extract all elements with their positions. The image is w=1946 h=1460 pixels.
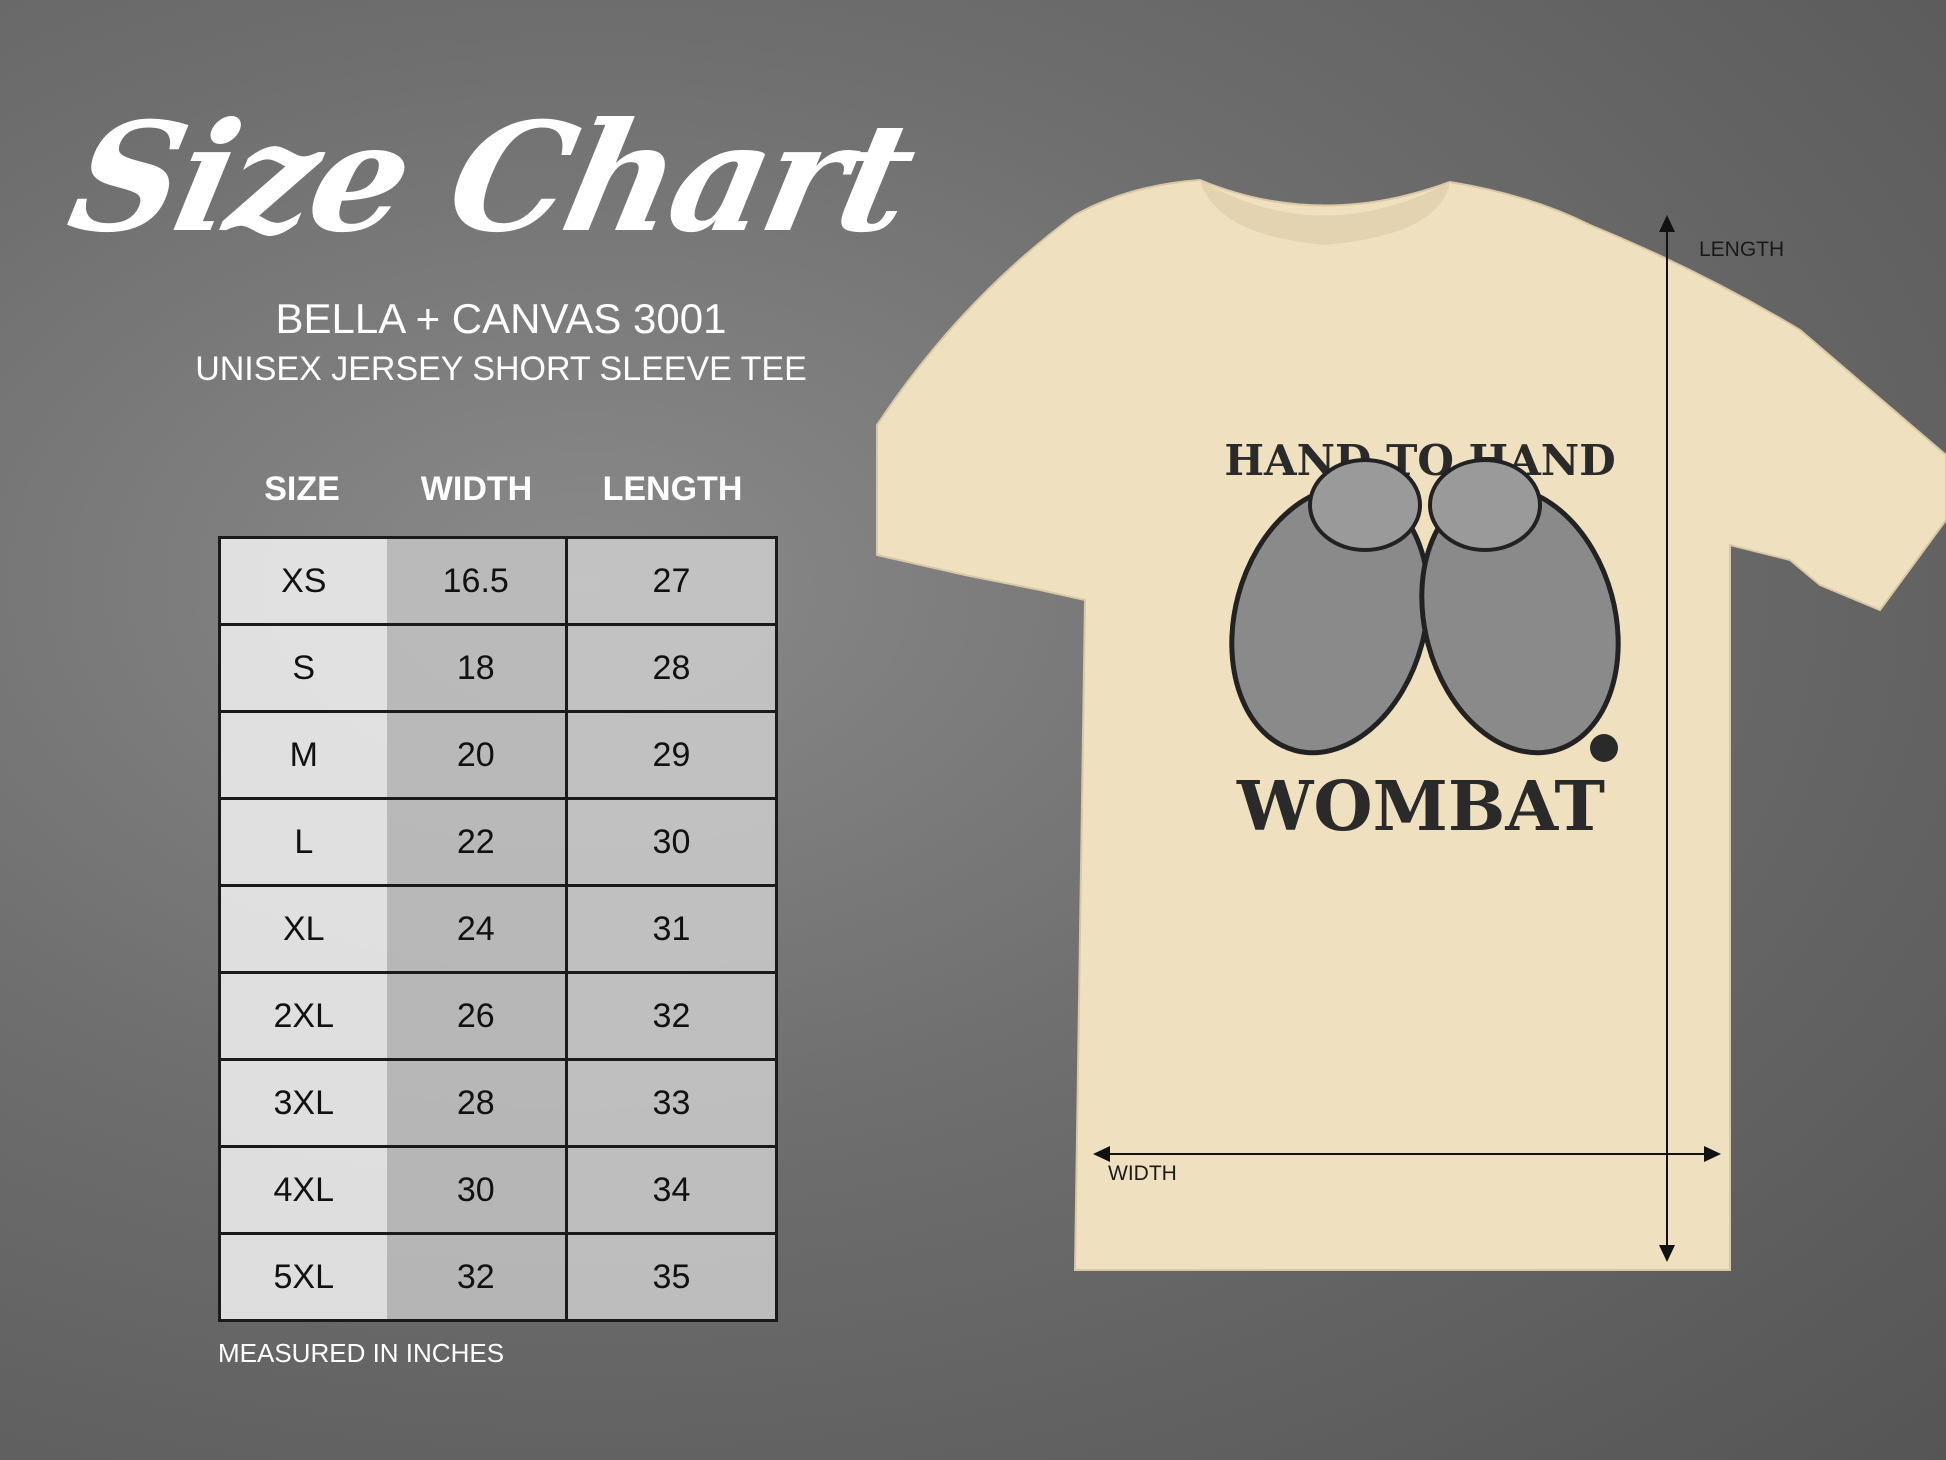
cell-width: 22 [386, 797, 568, 887]
table-row: 2XL 26 32 [217, 971, 779, 1061]
design-top-text: HAND TO HAND [1224, 436, 1615, 485]
cell-length: 35 [564, 1232, 779, 1322]
table-row: 5XL 32 35 [217, 1232, 779, 1322]
table-row: M 20 29 [217, 710, 779, 800]
cell-size: XS [217, 536, 387, 626]
cell-size: XL [217, 884, 387, 974]
cell-length: 33 [564, 1058, 779, 1148]
cell-width: 18 [386, 623, 568, 713]
cell-size: S [217, 623, 387, 713]
cell-width: 32 [386, 1232, 568, 1322]
cell-size: 3XL [217, 1058, 387, 1148]
brand-model: BELLA + CANVAS 3001 [275, 295, 727, 342]
product-name: UNISEX JERSEY SHORT SLEEVE TEE [195, 350, 807, 388]
length-arrow [1659, 215, 1675, 1262]
cell-width: 28 [386, 1058, 568, 1148]
cell-size: 2XL [217, 971, 387, 1061]
column-header-width: WIDTH [420, 470, 533, 508]
cell-width: 24 [386, 884, 568, 974]
column-header-length: LENGTH [602, 470, 743, 508]
column-header-size: SIZE [264, 470, 340, 508]
cell-length: 30 [564, 797, 779, 887]
table-row: XS 16.5 27 [217, 536, 779, 626]
cell-length: 28 [564, 623, 779, 713]
todd-art-logo [1590, 734, 1618, 762]
wombat-illustration [1229, 458, 1621, 756]
cell-length: 32 [564, 971, 779, 1061]
width-arrow [1093, 1146, 1721, 1162]
cell-length: 29 [564, 710, 779, 800]
table-row: S 18 28 [217, 623, 779, 713]
measurement-note: MEASURED IN INCHES [218, 1338, 505, 1368]
table-row: XL 24 31 [217, 884, 779, 974]
table-row: 4XL 30 34 [217, 1145, 779, 1235]
cell-width: 20 [386, 710, 568, 800]
width-label: WIDTH [1108, 1162, 1177, 1185]
cell-size: 4XL [217, 1145, 387, 1235]
cell-size: L [217, 797, 387, 887]
design-bottom-text: WOMBAT [1236, 767, 1605, 847]
cell-size: 5XL [217, 1232, 387, 1322]
cell-width: 26 [386, 971, 568, 1061]
cell-length: 34 [564, 1145, 779, 1235]
table-row: 3XL 28 33 [217, 1058, 779, 1148]
tshirt-collar [1200, 180, 1450, 245]
cell-size: M [217, 710, 387, 800]
cell-width: 16.5 [386, 536, 568, 626]
cell-width: 30 [386, 1145, 568, 1235]
table-row: L 22 30 [217, 797, 779, 887]
cell-length: 31 [564, 884, 779, 974]
size-table: XS 16.5 27 S 18 28 M 20 29 L 22 30 XL 24 31 2XL 26 32 3XL 2… [217, 536, 779, 1322]
length-label: LENGTH [1699, 238, 1785, 261]
cell-length: 27 [564, 536, 779, 626]
tshirt-body [876, 178, 1946, 1271]
